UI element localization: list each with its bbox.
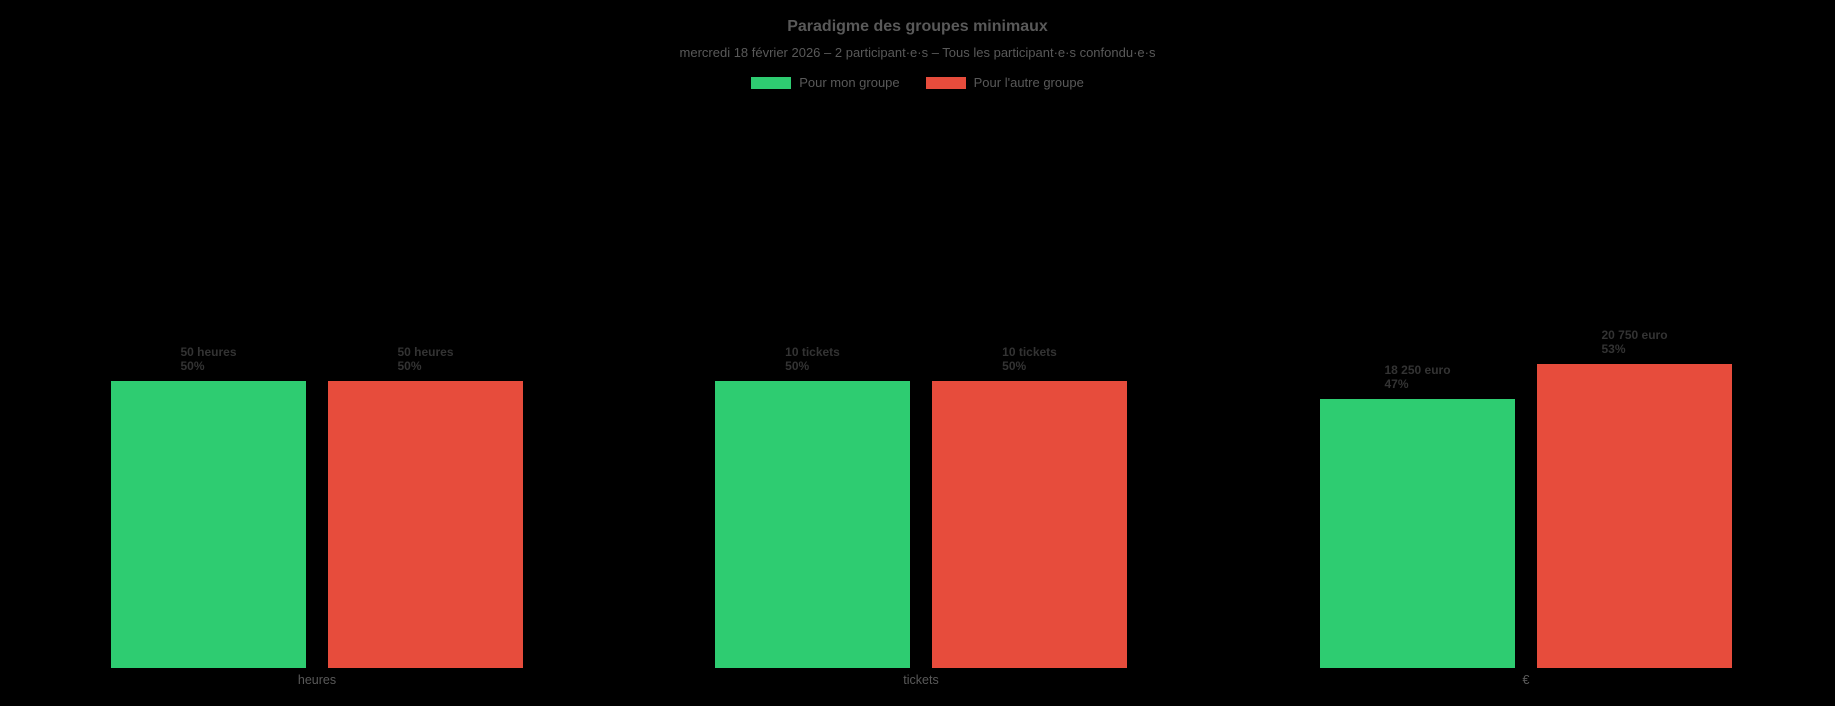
bar-value-text: 18 250 euro — [1384, 363, 1451, 377]
bar-value-label: 20 750 euro 53% — [1601, 328, 1667, 356]
bar-value-text: 50 heures — [180, 345, 237, 359]
bar-autre-groupe-3 — [1537, 364, 1732, 668]
bar-value-text: 10 tickets — [1002, 345, 1057, 359]
bar-value-text: 50 heures — [397, 345, 454, 359]
bar-autre-groupe-1 — [328, 381, 523, 668]
x-axis-label: tickets — [903, 673, 939, 687]
legend-item-autre-groupe: Pour l'autre groupe — [925, 75, 1084, 90]
x-axis-label: heures — [297, 673, 337, 687]
x-axis-label: € — [1522, 673, 1530, 687]
bar-value-text: 10 tickets — [785, 345, 840, 359]
bar-value-label: 10 tickets 50% — [1002, 345, 1057, 373]
bar-value-text: 20 750 euro — [1601, 328, 1668, 342]
bar-mon-groupe-3 — [1320, 399, 1515, 668]
bar-percent-text: 50% — [785, 359, 810, 373]
bar-autre-groupe-2 — [932, 381, 1127, 668]
legend-swatch-red — [925, 76, 966, 89]
bar-percent-text: 50% — [397, 359, 422, 373]
legend-item-mon-groupe: Pour mon groupe — [751, 75, 900, 90]
bar-value-label: 50 heures 50% — [397, 345, 453, 373]
legend-label: Pour mon groupe — [799, 75, 900, 90]
legend-label: Pour l'autre groupe — [973, 75, 1084, 90]
chart-legend: Pour mon groupe Pour l'autre groupe — [0, 75, 1835, 90]
bar-value-label: 10 tickets 50% — [785, 345, 840, 373]
chart-subtitle: mercredi 18 février 2026 – 2 participant… — [679, 45, 1156, 60]
bar-percent-text: 50% — [180, 359, 205, 373]
bar-value-label: 18 250 euro 47% — [1384, 363, 1450, 391]
bar-percent-text: 50% — [1002, 359, 1027, 373]
bar-mon-groupe-1 — [111, 381, 306, 668]
bar-percent-text: 53% — [1601, 342, 1626, 356]
bar-value-label: 50 heures 50% — [180, 345, 236, 373]
legend-swatch-green — [751, 76, 792, 89]
chart-title: Paradigme des groupes minimaux — [787, 18, 1048, 35]
bar-percent-text: 47% — [1384, 377, 1409, 391]
bar-mon-groupe-2 — [715, 381, 910, 668]
